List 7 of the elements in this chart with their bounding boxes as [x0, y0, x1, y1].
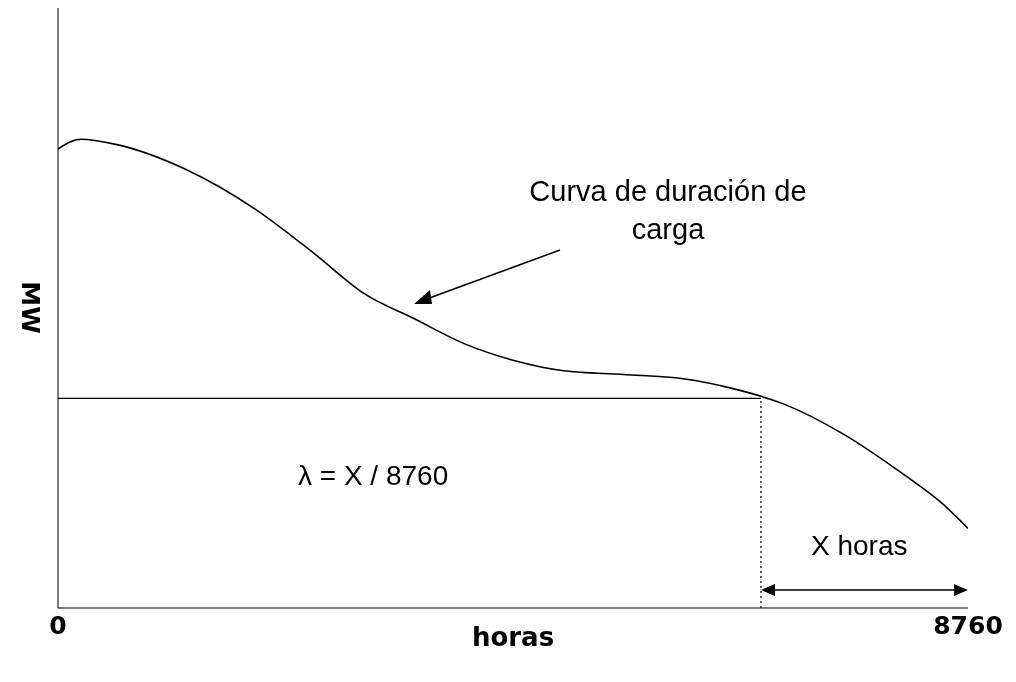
x-tick-label: 8760: [933, 610, 1003, 640]
y-axis-title: MW: [15, 280, 45, 336]
annotation: λ = X / 8760: [298, 459, 449, 493]
x-tick-label: 0: [49, 610, 67, 640]
x-axis-title: horas: [470, 622, 556, 652]
annotation: Curva de duración de carga: [528, 174, 808, 247]
annotation: X horas: [810, 529, 908, 563]
